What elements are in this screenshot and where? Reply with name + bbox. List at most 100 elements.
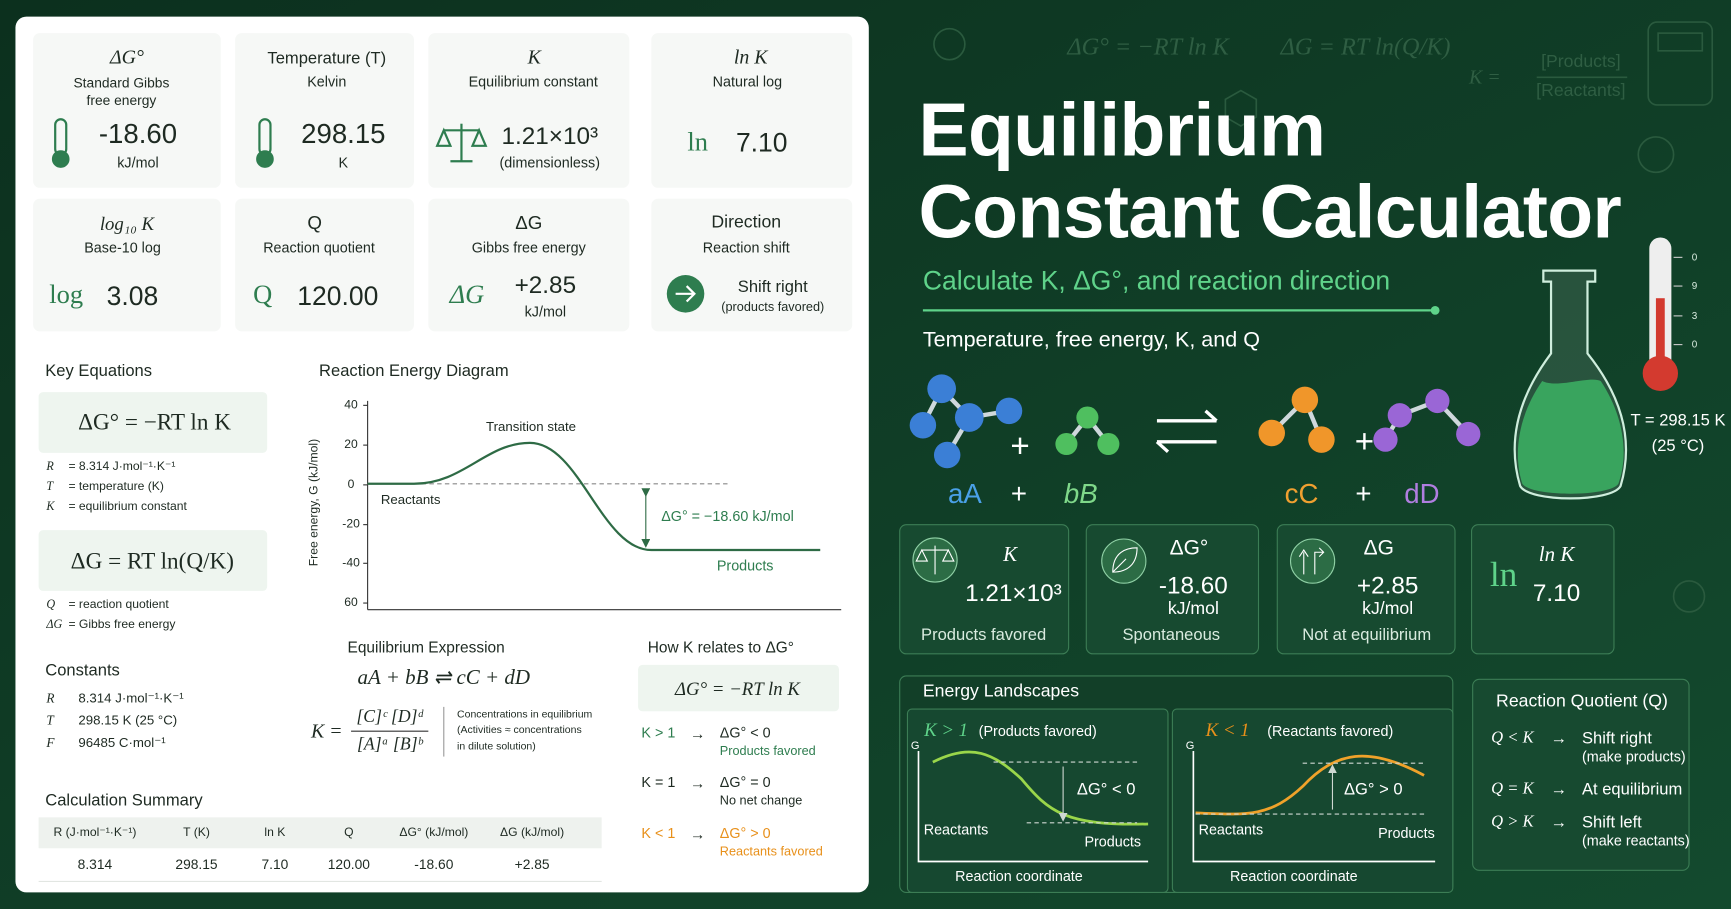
- hero-temperature: T = 298.15 K: [1630, 411, 1726, 431]
- tiles-icon: Q: [253, 280, 273, 310]
- hero-thermometer-ticks: 3: [1691, 310, 1698, 322]
- standard-terms-meaning: = equilibrium constant: [68, 499, 187, 514]
- summary-table: [38, 817, 602, 882]
- landscape-curve: [932, 750, 1149, 826]
- panels-axis: G: [1185, 740, 1195, 753]
- hero-thermometer-ticks: 0: [1691, 251, 1698, 263]
- rows-value: 298.15 K (25 °C): [78, 712, 178, 728]
- molecule: [1425, 388, 1450, 414]
- energy-diagram-yticks: -20: [342, 517, 360, 531]
- flask: [1513, 269, 1628, 500]
- molecule: [1055, 432, 1078, 456]
- hero-temperature-c: (25 °C): [1651, 436, 1705, 456]
- rows-arrow: →: [689, 724, 706, 743]
- standard-terms-symbol: R: [46, 460, 54, 474]
- cards-symbol: K: [1003, 543, 1018, 567]
- reaction-quotient-title: Reaction Quotient (Q): [1496, 692, 1668, 712]
- equilibrium-expression-title: Equilibrium Expression: [347, 638, 505, 657]
- tiles-label: Gibbs free energy: [471, 239, 586, 256]
- molecule: [933, 441, 961, 469]
- panels-description: (Products favored): [978, 722, 1097, 740]
- tile-icon: [51, 150, 70, 168]
- tiles-unit: (dimensionless): [499, 154, 601, 171]
- cards-unit: kJ/mol: [1167, 599, 1219, 619]
- thermometer: [1642, 237, 1683, 391]
- underline: [1430, 305, 1440, 315]
- decoration: [1637, 136, 1675, 174]
- molecule: [909, 411, 937, 439]
- summary-headers: Q: [344, 825, 354, 840]
- energy-diagram-yticks: 20: [344, 438, 358, 452]
- summary-headers: ΔG° (kJ/mol): [399, 825, 469, 840]
- rows-result: Shift right: [1581, 729, 1652, 749]
- rows-result: Shift left: [1581, 813, 1642, 833]
- key-equations-nonstandard: ΔG = RT ln(Q/K): [70, 547, 235, 575]
- cards-symbol: ln K: [1538, 543, 1575, 567]
- summary-row: 120.00: [327, 856, 370, 873]
- underline: [922, 305, 1440, 315]
- energy-diagram-yticks: 0: [347, 477, 355, 492]
- energy-diagram-y-label: Free energy, G (kJ/mol): [307, 438, 321, 567]
- decoration: [1657, 32, 1704, 52]
- standard-terms-symbol: K: [46, 499, 55, 514]
- rows-condition: Q > K: [1491, 813, 1534, 831]
- summary-headers: R (J·mol⁻¹·K⁻¹): [53, 825, 137, 840]
- constants-title: Constants: [45, 660, 120, 680]
- landscape-guide: [993, 761, 1425, 824]
- rows-k: K < 1: [641, 824, 676, 842]
- tiles-symbol: Q: [307, 212, 322, 234]
- thermometer: [1673, 256, 1683, 346]
- equilibrium-expression-reaction: aA + bB ⇌ cC + dD: [357, 666, 531, 690]
- rows-delta: ΔG° < 0: [719, 724, 771, 741]
- energy-diagram-yticks: 40: [344, 398, 358, 412]
- tiles-symbol: log₁₀ K: [99, 213, 155, 235]
- card: [906, 708, 1169, 893]
- rows-note: Products favored: [719, 744, 816, 759]
- tiles-label: Equilibrium constant: [468, 73, 598, 91]
- decoration: [1224, 89, 1258, 127]
- cards-unit: kJ/mol: [1362, 599, 1414, 619]
- tiles-symbol: K: [527, 46, 541, 69]
- hero-background-formulas: K =: [1468, 65, 1501, 88]
- tiles-unit: kJ/mol: [117, 154, 159, 171]
- nonstandard-terms-meaning: = reaction quotient: [68, 598, 169, 612]
- thermometer: [1655, 298, 1665, 376]
- rows-result: At equilibrium: [1581, 780, 1683, 799]
- landscape-axes: [917, 751, 1149, 863]
- standard-terms-meaning: = 8.314 J·mol⁻¹·K⁻¹: [68, 460, 176, 474]
- rows-value: 8.314 J·mol⁻¹·K⁻¹: [78, 690, 184, 706]
- molecule: [1055, 406, 1120, 456]
- decoration: [1672, 580, 1706, 613]
- rows-condition: Q = K: [1491, 780, 1534, 798]
- reaction-b: bB: [1063, 478, 1098, 510]
- molecule: [1097, 432, 1120, 456]
- molecule: [995, 397, 1023, 425]
- molecule: [1258, 419, 1285, 447]
- tiles-symbol: ΔG°: [109, 46, 144, 69]
- decoration: [933, 21, 1714, 613]
- molecule: [909, 374, 1481, 469]
- equation-box: [38, 392, 840, 712]
- background-fraction-denominator: [Reactants]: [1536, 81, 1626, 101]
- equilibrium-arrows: [1156, 409, 1218, 423]
- tiles-value: 1.21×10³: [501, 121, 599, 150]
- k-relation-title: How K relates to ΔG°: [647, 638, 794, 657]
- molecule: [954, 403, 984, 432]
- panels-x-label: Reaction coordinate: [955, 867, 1083, 885]
- k-relation-equation: ΔG° = −RT ln K: [675, 678, 800, 700]
- energy-diagram-title: Reaction Energy Diagram: [319, 361, 509, 381]
- rows-arrow: →: [1550, 813, 1568, 833]
- rows-delta: ΔG° > 0: [719, 824, 771, 842]
- tiles-icon: ln: [687, 128, 709, 158]
- summary-row: 8.314: [77, 856, 113, 873]
- rows-arrow: →: [1550, 780, 1568, 799]
- rows-symbol: F: [46, 734, 55, 751]
- card: [1471, 524, 1615, 655]
- tiles-unit: K: [338, 154, 349, 171]
- tiles-unit: kJ/mol: [524, 303, 567, 320]
- card-icon: [1112, 547, 1138, 573]
- summary-title: Calculation Summary: [45, 791, 203, 811]
- card-icon: [912, 537, 1336, 584]
- card-icon: [1298, 547, 1325, 575]
